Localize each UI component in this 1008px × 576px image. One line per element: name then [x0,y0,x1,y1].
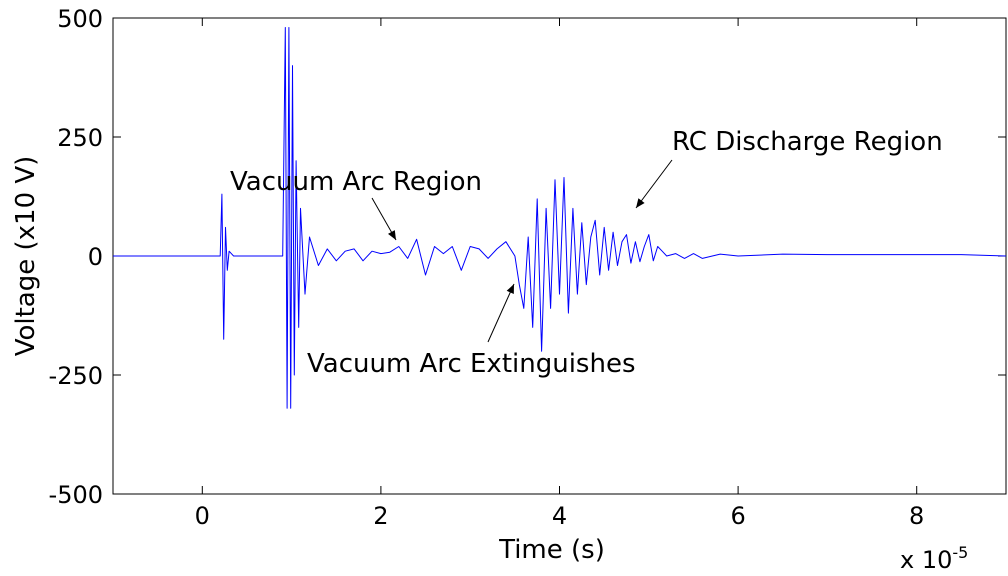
x-tick-label: 0 [195,502,210,530]
annotation-arrowhead [636,198,645,208]
annotation-arrowhead [388,230,396,240]
annotations-group: Vacuum Arc Region RC Discharge Region Vacu… [230,127,943,379]
y-tick-label: 250 [57,124,103,152]
x-tick-label: 4 [552,502,567,530]
y-ticks-group: 500 250 0 -250 -500 [49,5,1006,509]
series-group [113,27,1007,409]
y-tick-label: 0 [88,243,103,271]
y-tick-label: 500 [57,5,103,33]
x-exponent-power: -5 [952,543,968,562]
annotation-arrow-line [635,159,673,209]
x-tick-label: 8 [909,502,924,530]
annotation-arrow-line [487,283,515,343]
x-exponent-base: x 10 [900,546,952,574]
y-tick-label: -500 [49,481,103,509]
annotation-arrowhead [506,284,514,294]
annotation-text: Vacuum Arc Extinguishes [307,349,636,379]
y-tick-label: -250 [49,362,103,390]
x-ticks-group: 0 2 4 6 8 [195,18,924,530]
x-exponent-label: x 10-5 [900,543,968,574]
y-axis-title: Voltage (x10 V) [11,156,41,357]
series-line [113,27,1007,409]
x-tick-label: 6 [730,502,745,530]
annotation-text: Vacuum Arc Region [230,167,482,197]
x-axis-title: Time (s) [498,535,605,565]
annotation-text: RC Discharge Region [672,127,943,157]
x-tick-label: 2 [373,502,388,530]
